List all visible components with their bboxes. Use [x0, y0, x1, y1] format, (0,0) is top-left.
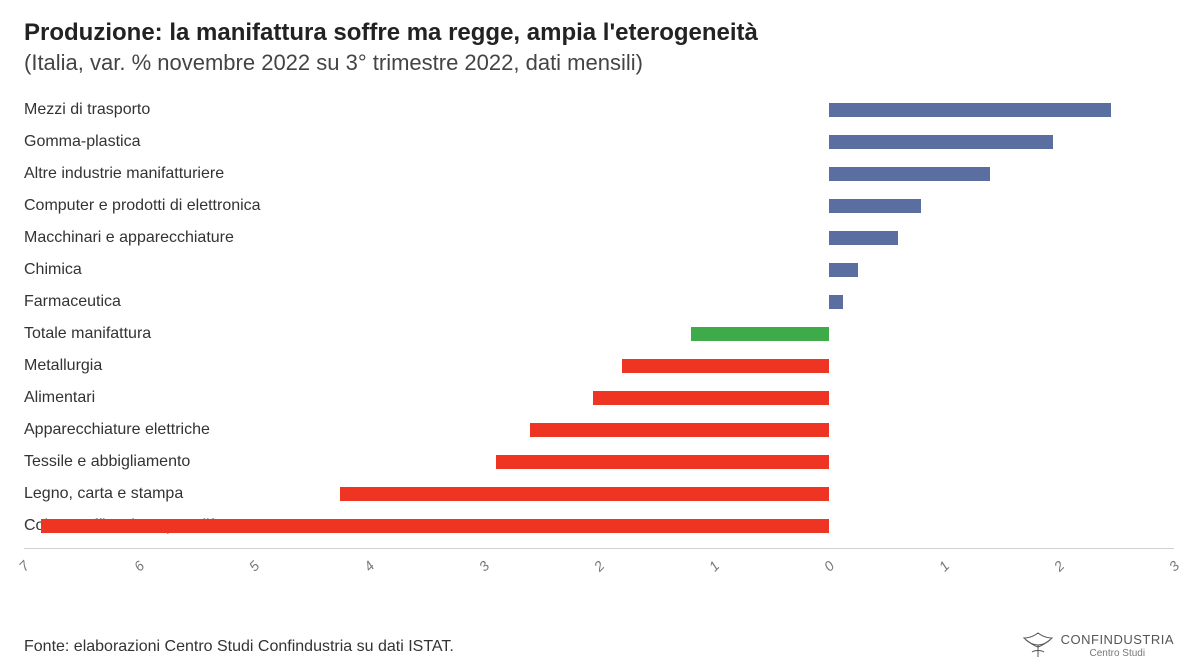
x-tick-label: 7 — [16, 558, 33, 575]
chart-row: Metallurgia — [24, 350, 1174, 382]
bar — [829, 295, 843, 309]
bar — [829, 135, 1053, 149]
bar — [829, 199, 921, 213]
bar — [593, 391, 829, 405]
x-tick-label: 1 — [936, 558, 953, 575]
bar — [691, 327, 829, 341]
category-label: Tessile e abbigliamento — [24, 453, 190, 471]
eagle-icon — [1021, 630, 1055, 660]
chart-row: Totale manifattura — [24, 318, 1174, 350]
chart-row: Chimica — [24, 254, 1174, 286]
bar — [829, 167, 990, 181]
chart-row: Altre industrie manifatturiere — [24, 158, 1174, 190]
chart-row: Computer e prodotti di elettronica — [24, 190, 1174, 222]
x-tick-label: 3 — [476, 558, 493, 575]
x-tick-label: 2 — [591, 558, 608, 575]
x-tick-label: 0 — [821, 558, 838, 575]
logo-sub: Centro Studi — [1061, 648, 1174, 659]
chart-row: Gomma-plastica — [24, 126, 1174, 158]
bar — [829, 263, 858, 277]
category-label: Totale manifattura — [24, 325, 151, 343]
chart-row: Alimentari — [24, 382, 1174, 414]
category-label: Farmaceutica — [24, 293, 121, 311]
bar — [41, 519, 829, 533]
bar — [622, 359, 829, 373]
x-tick-label: 2 — [1051, 558, 1068, 575]
category-label: Macchinari e apparecchiature — [24, 229, 234, 247]
chart-row: Apparecchiature elettriche — [24, 414, 1174, 446]
source-note: Fonte: elaborazioni Centro Studi Confind… — [24, 638, 454, 656]
category-label: Altre industrie manifatturiere — [24, 165, 224, 183]
bar — [340, 487, 829, 501]
category-label: Legno, carta e stampa — [24, 485, 183, 503]
chart-row: Coke e raffinazione petrolifera — [24, 510, 1174, 542]
logo-name: CONFINDUSTRIA — [1061, 632, 1174, 647]
chart-title: Produzione: la manifattura soffre ma reg… — [24, 18, 1174, 48]
bar — [829, 231, 898, 245]
category-label: Metallurgia — [24, 357, 102, 375]
x-tick-label: 4 — [361, 558, 378, 575]
chart-row: Mezzi di trasporto — [24, 94, 1174, 126]
x-tick-label: 1 — [706, 558, 723, 575]
category-label: Computer e prodotti di elettronica — [24, 197, 261, 215]
chart-plot: Mezzi di trasporto Gomma-plastica Altre in… — [24, 94, 1174, 594]
chart-row: Farmaceutica — [24, 286, 1174, 318]
category-label: Apparecchiature elettriche — [24, 421, 210, 439]
chart-row: Legno, carta e stampa — [24, 478, 1174, 510]
x-tick-label: 3 — [1166, 558, 1183, 575]
category-label: Alimentari — [24, 389, 95, 407]
x-tick-label: 5 — [246, 558, 263, 575]
category-label: Chimica — [24, 261, 82, 279]
x-axis — [24, 548, 1174, 549]
bar — [530, 423, 829, 437]
category-label: Mezzi di trasporto — [24, 101, 150, 119]
chart-subtitle: (Italia, var. % novembre 2022 su 3° trim… — [24, 50, 1174, 76]
x-tick-label: 6 — [131, 558, 148, 575]
bar — [829, 103, 1111, 117]
chart-row: Macchinari e apparecchiature — [24, 222, 1174, 254]
category-label: Gomma-plastica — [24, 133, 140, 151]
chart-row: Tessile e abbigliamento — [24, 446, 1174, 478]
bar — [496, 455, 830, 469]
confindustria-logo: CONFINDUSTRIA Centro Studi — [1021, 630, 1174, 660]
